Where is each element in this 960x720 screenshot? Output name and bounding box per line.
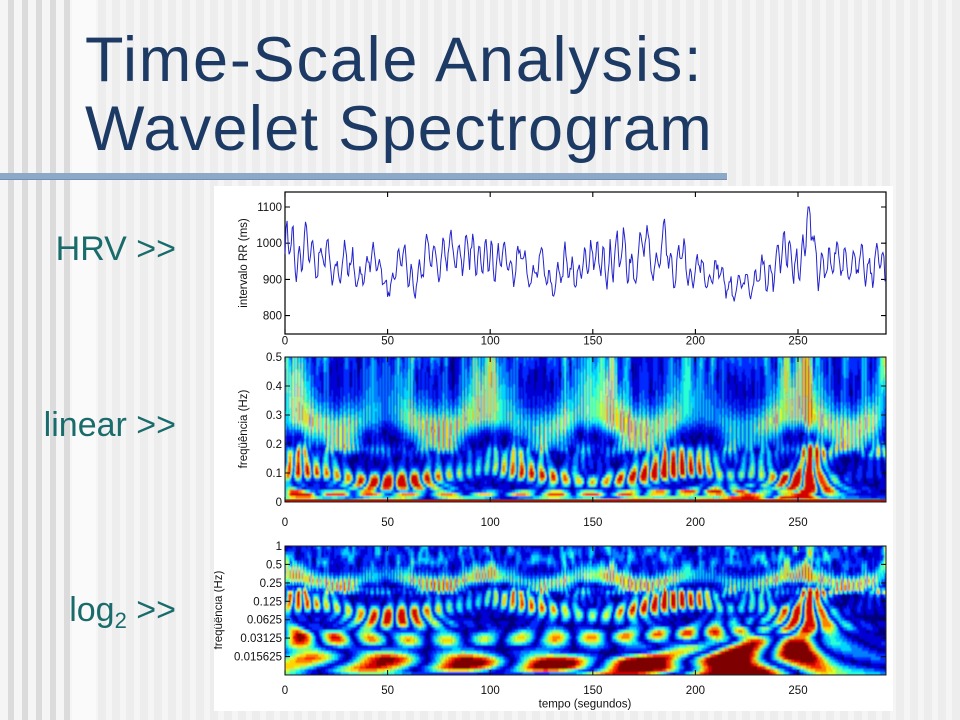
svg-text:0: 0 bbox=[282, 336, 288, 348]
svg-text:150: 150 bbox=[583, 336, 602, 348]
svg-text:tempo (segundos): tempo (segundos) bbox=[539, 699, 632, 711]
svg-text:200: 200 bbox=[686, 517, 705, 529]
svg-text:0.25: 0.25 bbox=[260, 578, 282, 590]
svg-text:0.5: 0.5 bbox=[266, 352, 282, 364]
svg-text:150: 150 bbox=[583, 517, 602, 529]
svg-text:0.0625: 0.0625 bbox=[247, 615, 282, 627]
svg-text:250: 250 bbox=[788, 685, 807, 697]
svg-text:100: 100 bbox=[481, 517, 500, 529]
svg-text:250: 250 bbox=[788, 517, 807, 529]
svg-text:900: 900 bbox=[263, 274, 282, 286]
svg-text:200: 200 bbox=[686, 336, 705, 348]
svg-text:0.1: 0.1 bbox=[266, 468, 282, 480]
svg-text:0.03125: 0.03125 bbox=[240, 633, 282, 645]
svg-text:0.2: 0.2 bbox=[266, 439, 282, 451]
svg-text:freqüência (Hz): freqüência (Hz) bbox=[238, 390, 250, 469]
svg-text:0: 0 bbox=[282, 517, 288, 529]
svg-text:0: 0 bbox=[276, 497, 282, 509]
svg-text:0.125: 0.125 bbox=[253, 596, 282, 608]
svg-text:50: 50 bbox=[381, 517, 394, 529]
svg-text:800: 800 bbox=[263, 311, 282, 323]
svg-text:100: 100 bbox=[481, 336, 500, 348]
svg-text:0.5: 0.5 bbox=[266, 559, 282, 571]
svg-text:0: 0 bbox=[282, 685, 288, 697]
svg-text:1: 1 bbox=[276, 541, 282, 553]
svg-text:1000: 1000 bbox=[256, 238, 282, 250]
svg-text:200: 200 bbox=[686, 685, 705, 697]
svg-text:0.3: 0.3 bbox=[266, 410, 282, 422]
svg-text:250: 250 bbox=[788, 336, 807, 348]
svg-text:50: 50 bbox=[381, 336, 394, 348]
svg-text:0.4: 0.4 bbox=[266, 381, 283, 393]
svg-text:1100: 1100 bbox=[257, 202, 282, 214]
svg-text:150: 150 bbox=[583, 685, 602, 697]
svg-text:50: 50 bbox=[381, 685, 394, 697]
svg-text:100: 100 bbox=[481, 685, 500, 697]
svg-text:intervalo RR (ms): intervalo RR (ms) bbox=[238, 218, 250, 308]
svg-text:0.015625: 0.015625 bbox=[234, 652, 282, 664]
svg-text:freqüência (Hz): freqüência (Hz) bbox=[214, 571, 225, 650]
